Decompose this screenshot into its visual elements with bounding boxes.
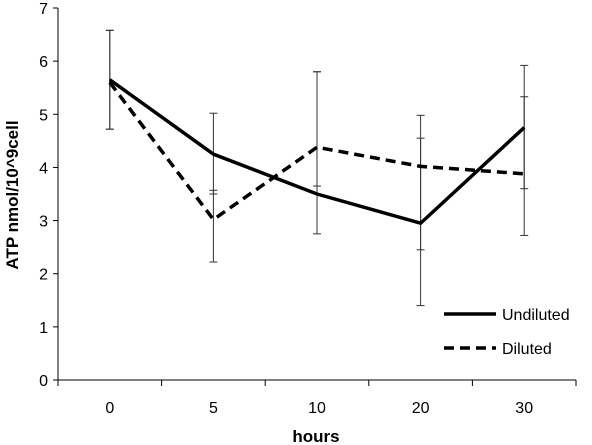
x-tick-label: 0: [105, 400, 114, 417]
y-axis-title: ATP nmol/10^9cell: [3, 120, 22, 269]
legend: Undiluted Diluted: [444, 307, 570, 358]
axes: [53, 7, 577, 386]
error-bars: [105, 29, 529, 307]
error-bar: [520, 96, 529, 236]
y-tick-label: 5: [39, 107, 48, 124]
y-tick-label: 1: [39, 320, 48, 337]
error-bar: [416, 137, 425, 251]
y-tick-label: 3: [39, 214, 48, 231]
error-bar: [313, 71, 321, 187]
y-tick-label: 4: [39, 160, 48, 177]
y-tick-label: 2: [39, 267, 48, 284]
y-tick-label: 6: [39, 54, 48, 71]
y-tick-label: 7: [39, 1, 48, 18]
x-tick-label: 5: [209, 400, 218, 417]
y-tick-label: 0: [39, 373, 48, 390]
series-line-undiluted: [108, 78, 526, 226]
x-tick-label: 20: [412, 400, 430, 417]
tick-labels: 0 1 2 3 4 5 6 7 0 5 10 20 30: [39, 1, 533, 417]
x-tick-label: 30: [515, 400, 533, 417]
series-lines: [108, 78, 526, 226]
x-axis-title: hours: [292, 427, 339, 445]
legend-label: Diluted: [502, 341, 552, 358]
series-line-diluted: [108, 81, 525, 222]
x-tick-label: 10: [308, 400, 326, 417]
error-bar: [209, 189, 218, 263]
legend-label: Undiluted: [502, 307, 570, 324]
